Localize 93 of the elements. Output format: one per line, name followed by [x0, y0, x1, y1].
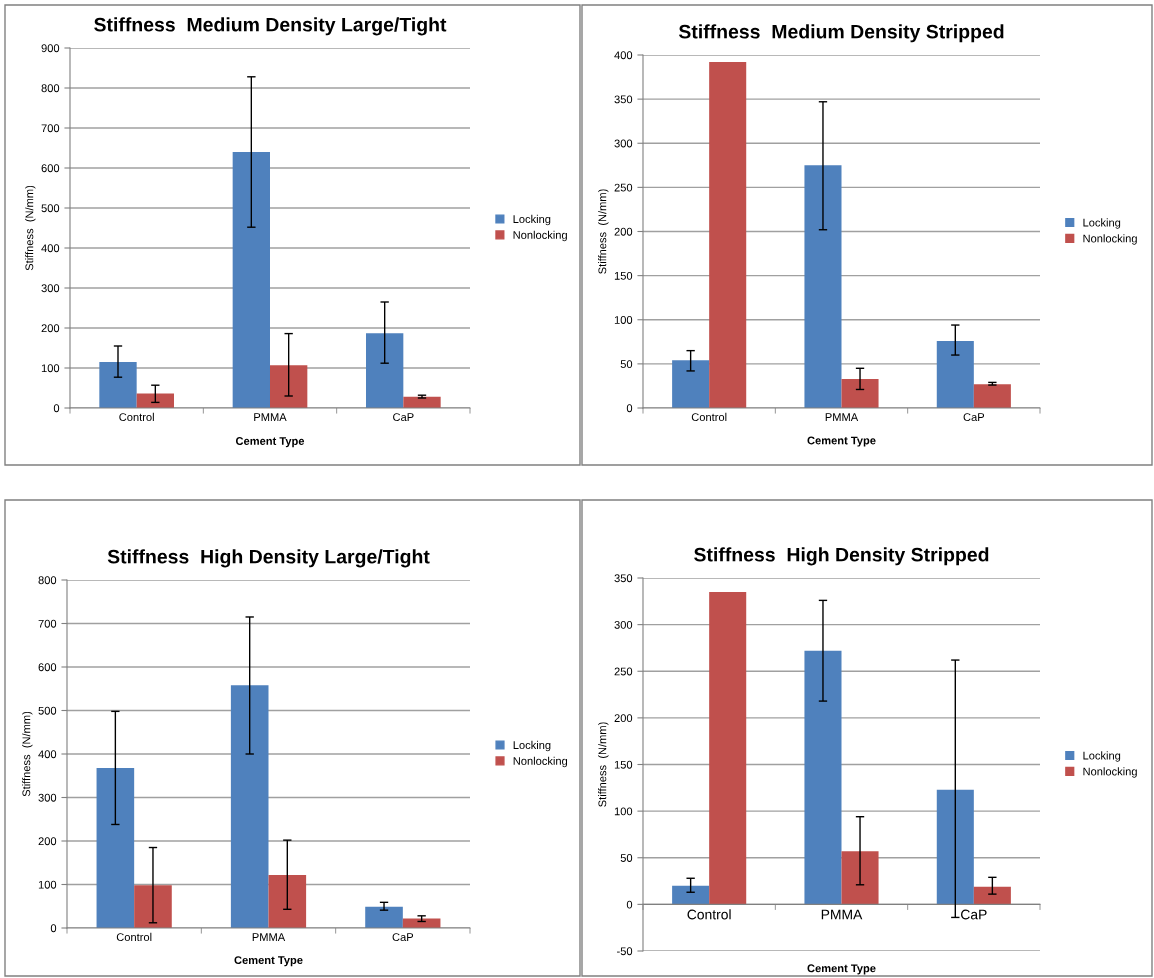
- y-tick-label: 100: [614, 316, 633, 324]
- y-tick-label: 200: [614, 714, 633, 723]
- chart-title: Stiffness High Density Stripped: [694, 547, 989, 566]
- y-tick-label: 0: [53, 404, 60, 413]
- y-tick-label: 300: [614, 620, 633, 629]
- bar: [134, 885, 172, 928]
- chart-title: Stiffness Medium Density Large/Tight: [94, 17, 447, 36]
- y-tick-label: 800: [38, 576, 57, 585]
- legend-label: Locking: [1083, 751, 1121, 762]
- y-axis-title: Stiffness (N/mm): [598, 189, 609, 274]
- x-tick-label: CaP: [963, 413, 985, 422]
- x-axis-title: Cement Type: [807, 964, 876, 975]
- legend-label: Nonlocking: [513, 230, 567, 242]
- bar: [270, 365, 308, 408]
- bar: [232, 152, 270, 408]
- y-tick-label: 200: [38, 837, 57, 846]
- bar: [973, 886, 1011, 905]
- bar: [136, 393, 174, 408]
- y-tick-label: 600: [38, 663, 57, 672]
- y-tick-label: 300: [38, 793, 57, 802]
- y-tick-label: 0: [50, 924, 57, 933]
- bar: [709, 62, 747, 408]
- x-tick-label: Control: [687, 909, 731, 920]
- x-tick-label: CaP: [961, 909, 987, 920]
- x-axis-title: Cement Type: [234, 956, 303, 967]
- legend-label: Locking: [513, 214, 551, 226]
- legend-label: Nonlocking: [1083, 767, 1137, 778]
- y-tick-label: 300: [614, 139, 633, 148]
- y-tick-label: 50: [620, 360, 633, 369]
- x-tick-label: PMMA: [821, 909, 863, 920]
- x-axis-title: Cement Type: [807, 436, 876, 447]
- x-axis-title: Cement Type: [235, 437, 305, 448]
- bar: [973, 384, 1011, 408]
- bar: [403, 396, 441, 408]
- y-tick-label: 100: [38, 880, 57, 889]
- y-tick-label: 400: [614, 51, 633, 60]
- legend-label: Locking: [513, 740, 551, 752]
- bar: [672, 360, 710, 408]
- chart-title: Stiffness Medium Density Stripped: [678, 24, 1004, 43]
- y-tick-label: 0: [626, 900, 633, 909]
- y-tick-label: 0: [626, 404, 633, 413]
- y-tick-label: 350: [614, 95, 633, 104]
- bar: [936, 340, 974, 408]
- bar: [841, 378, 879, 408]
- x-tick-label: Control: [119, 412, 154, 422]
- x-tick-label: CaP: [393, 413, 414, 422]
- x-tick-label: Control: [116, 932, 152, 942]
- y-tick-label: 100: [614, 807, 633, 816]
- bar: [804, 165, 842, 408]
- bar: [99, 362, 137, 408]
- x-tick-label: PMMA: [825, 413, 859, 421]
- y-tick-label: 150: [614, 760, 633, 769]
- bar: [96, 767, 135, 928]
- bar: [936, 789, 974, 905]
- y-tick-label: 700: [38, 619, 57, 628]
- y-axis-title: Stiffness (N/mm): [22, 711, 33, 797]
- y-tick-label: 200: [41, 324, 60, 333]
- y-tick-label: 250: [614, 183, 633, 192]
- y-tick-label: 600: [41, 164, 60, 173]
- bar: [402, 918, 441, 928]
- bar: [365, 906, 403, 928]
- y-tick-label: 800: [41, 84, 60, 93]
- bar: [804, 650, 842, 905]
- y-tick-label: 400: [38, 750, 57, 759]
- y-tick-label: 900: [41, 44, 60, 53]
- y-tick-label: 250: [614, 667, 633, 676]
- y-tick-label: 50: [620, 854, 633, 862]
- bar: [366, 333, 404, 408]
- bar: [709, 591, 747, 905]
- x-tick-label: CaP: [392, 933, 414, 942]
- y-tick-label: -50: [617, 947, 633, 956]
- bar: [230, 685, 269, 928]
- y-tick-label: 100: [41, 364, 60, 373]
- legend-label: Nonlocking: [1083, 234, 1137, 245]
- y-tick-label: 300: [41, 284, 60, 293]
- y-tick-label: 350: [614, 574, 633, 583]
- y-tick-label: 500: [41, 204, 60, 213]
- y-tick-label: 200: [614, 227, 633, 236]
- y-tick-label: 150: [614, 271, 633, 280]
- y-axis-title: Stiffness (N/mm): [598, 722, 609, 807]
- bar: [268, 874, 307, 928]
- legend-label: Nonlocking: [513, 756, 568, 768]
- x-tick-label: Control: [691, 412, 727, 422]
- bar: [672, 885, 710, 905]
- y-tick-label: 500: [38, 706, 57, 715]
- bar: [841, 851, 879, 905]
- x-tick-label: PMMA: [254, 413, 287, 421]
- legend-label: Locking: [1083, 218, 1121, 229]
- y-tick-label: 400: [41, 244, 60, 253]
- chart-title: Stiffness High Density Large/Tight: [107, 549, 430, 568]
- y-axis-title: Stiffness (N/mm): [25, 185, 36, 271]
- x-tick-label: PMMA: [252, 933, 286, 941]
- y-tick-label: 700: [41, 124, 60, 133]
